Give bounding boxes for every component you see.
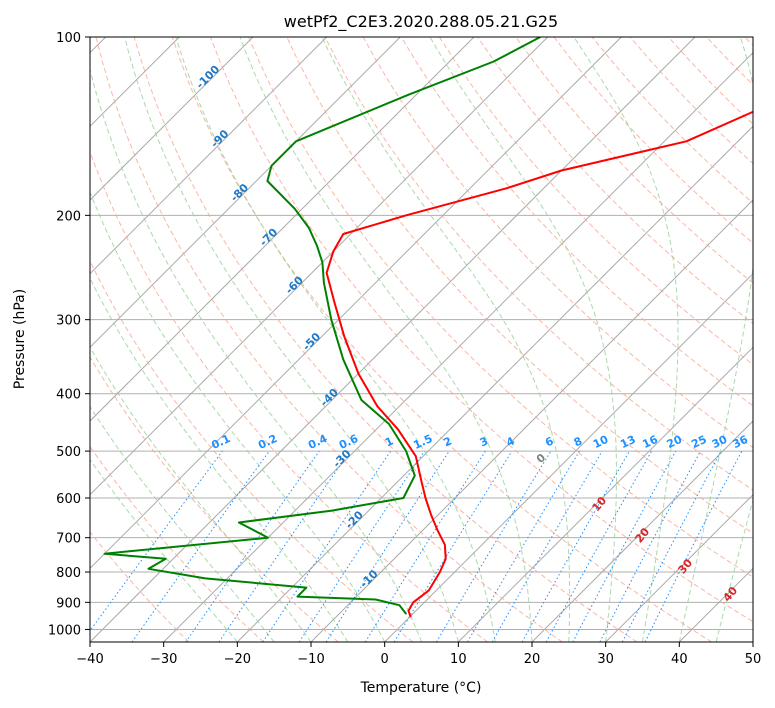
isotherm-gridline (163, 51, 753, 642)
dry-adiabat (90, 356, 339, 642)
mixing-ratio-line (90, 450, 223, 632)
y-tick-label: 1000 (48, 623, 81, 638)
plot-frame (89, 36, 754, 643)
moist-adiabat (124, 37, 459, 642)
mixing-ratio-label: 25 (689, 433, 708, 451)
dry-adiabat (133, 37, 638, 642)
x-tick-label: −10 (297, 652, 324, 667)
series-layer (103, 37, 753, 618)
mixing-ratio-line (262, 450, 392, 642)
mixing-ratio-label: 36 (731, 433, 751, 451)
y-axis-label: Pressure (hPa) (12, 289, 28, 389)
dry-adiabat (90, 445, 264, 642)
mixing-ratio-line (644, 450, 743, 642)
isotherm-gridline (236, 125, 753, 642)
dry-adiabat (90, 150, 488, 642)
moist-adiabat (239, 37, 533, 642)
x-tick-label: 50 (745, 652, 762, 667)
moist-adiabat (429, 37, 617, 642)
isotherm-gridline (90, 37, 622, 570)
plot-area (90, 37, 753, 642)
mixing-ratio-line (298, 450, 425, 642)
x-axis-label: Temperature (°C) (360, 680, 482, 696)
moist-adiabat (90, 67, 422, 642)
moist-adiabat (90, 346, 312, 642)
dry-adiabat (95, 37, 563, 642)
x-tick-label: 10 (450, 652, 467, 667)
mixing-ratio-label: 13 (618, 433, 637, 451)
mixing-ratio-line (572, 450, 677, 642)
moist-adiabat (321, 37, 571, 642)
dry-adiabat (171, 37, 712, 642)
moist-adiabat (90, 458, 238, 642)
dry-adiabat (210, 37, 753, 623)
x-axis-ticks: −40 −30 −20 −10 0 10 20 30 40 50 (76, 642, 761, 667)
x-tick-label: 30 (597, 652, 614, 667)
y-tick-label: 500 (56, 445, 81, 460)
y-tick-label: 200 (56, 209, 81, 224)
isotherm-gridline (90, 37, 254, 201)
mixing-ratio-line (521, 450, 630, 642)
y-tick-label: 300 (56, 314, 81, 329)
mixing-ratio-line (218, 450, 351, 642)
mixing-ratio-line (131, 450, 270, 642)
moist-adiabat (678, 37, 753, 642)
dry-adiabat (400, 37, 753, 407)
y-tick-label: 600 (56, 492, 81, 507)
moist-adiabat (90, 277, 349, 642)
isotherm-gridline (90, 37, 328, 275)
background-lines (90, 37, 753, 642)
x-tick-label: −20 (224, 652, 251, 667)
moist-adiabat (90, 190, 386, 642)
moist-adiabat (573, 37, 679, 642)
x-tick-label: 0 (381, 652, 389, 667)
x-tick-label: −40 (76, 652, 103, 667)
isotherm-gridline (90, 37, 475, 422)
isotherm-gridline (457, 346, 753, 642)
x-tick-label: −30 (150, 652, 177, 667)
chart-title: wetPf2_C2E3.2020.288.05.21.G25 (284, 12, 558, 32)
x-tick-label: 40 (671, 652, 688, 667)
isotherm-gridline (605, 493, 753, 642)
mixing-ratio-line (393, 450, 513, 642)
isotherm-gridline (531, 420, 753, 642)
isotherm-gridline (90, 37, 401, 349)
temperature-profile-line (325, 110, 753, 618)
moist-adiabat (90, 405, 275, 642)
dry-adiabat (90, 531, 190, 642)
dry-adiabat (324, 37, 753, 491)
mixing-ratio-label: 30 (710, 433, 730, 451)
moist-adiabat (175, 37, 496, 642)
moist-adiabat (715, 498, 753, 642)
mixing-ratio-line (185, 450, 320, 642)
mixing-ratio-label: 20 (665, 433, 685, 451)
dry-adiabat (515, 37, 753, 284)
dewpoint-profile-line (103, 37, 542, 615)
dry-adiabat (248, 37, 753, 578)
dry-adiabat (438, 37, 753, 366)
y-tick-label: 900 (56, 596, 81, 611)
y-tick-label: 100 (56, 31, 81, 46)
y-axis-ticks: 100 200 300 400 500 600 700 800 900 1000 (48, 31, 90, 638)
y-tick-label: 400 (56, 388, 81, 403)
mixing-ratio-label: 10 (591, 433, 611, 451)
isotherm-gridline (384, 272, 753, 642)
mixing-ratio-label: 16 (640, 433, 660, 451)
isotherm-gridline (90, 37, 549, 496)
mixing-ratio-line (545, 450, 653, 642)
mixing-ratio-line (325, 450, 450, 642)
y-tick-label: 800 (56, 566, 81, 581)
y-tick-label: 700 (56, 532, 81, 547)
x-tick-label: 20 (524, 652, 541, 667)
